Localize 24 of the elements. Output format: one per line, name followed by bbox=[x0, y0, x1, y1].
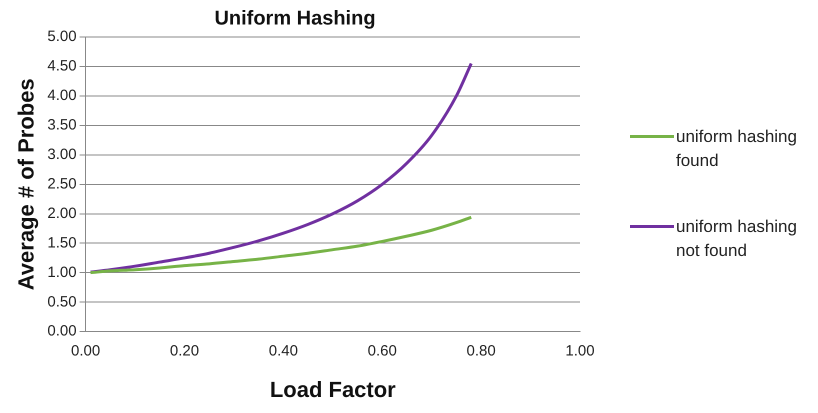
y-tick-label: 4.00 bbox=[47, 87, 77, 104]
x-tick-label: 1.00 bbox=[565, 342, 595, 360]
y-tick-label: 1.00 bbox=[47, 264, 77, 281]
y-tick-label: 2.50 bbox=[47, 175, 77, 192]
line-series bbox=[89, 216, 473, 274]
y-tick-label: 4.50 bbox=[47, 58, 77, 75]
legend-label: uniform hashing found bbox=[676, 126, 798, 172]
legend-label: uniform hashing not found bbox=[676, 216, 798, 262]
y-tick-label: 3.50 bbox=[47, 116, 77, 134]
line-series bbox=[89, 62, 473, 274]
y-tick-label: 0.00 bbox=[47, 322, 77, 340]
y-tick-label: 0.50 bbox=[47, 293, 77, 310]
x-tick-label: 0.00 bbox=[70, 342, 100, 360]
y-axis-title: Average # of Probes bbox=[13, 78, 38, 290]
x-tick-label: 0.20 bbox=[170, 342, 200, 360]
y-tick-label: 1.50 bbox=[47, 234, 77, 252]
y-tick-label: 3.00 bbox=[47, 146, 77, 163]
y-tick-label: 2.00 bbox=[47, 204, 77, 222]
x-axis-title: Load Factor bbox=[270, 376, 396, 402]
x-tick-label: 0.40 bbox=[268, 342, 298, 360]
chart-title: Uniform Hashing bbox=[214, 8, 376, 30]
x-tick-label: 0.60 bbox=[368, 342, 397, 360]
x-tick-label: 0.80 bbox=[466, 342, 496, 360]
y-tick-label: 5.00 bbox=[47, 28, 77, 46]
